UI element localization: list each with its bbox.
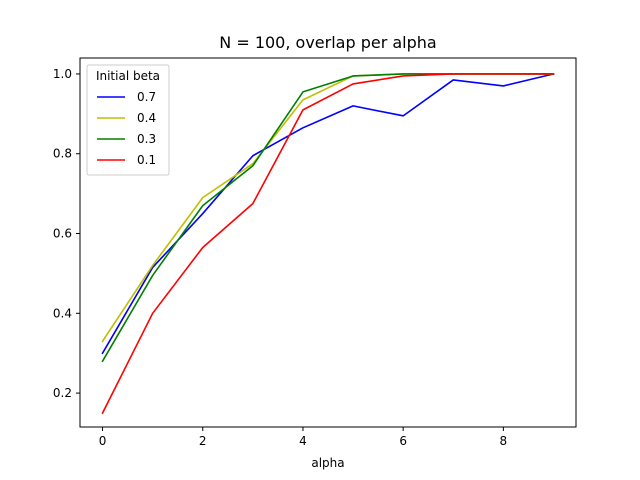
legend-title: Initial beta: [96, 69, 160, 83]
legend-label-3: 0.1: [137, 153, 156, 167]
y-tick-label-1: 0.4: [53, 306, 72, 320]
x-tick-label-3: 6: [399, 434, 407, 448]
legend: Initial beta 0.7 0.4 0.3 0.1: [86, 64, 170, 176]
series-line-0: [101, 72, 555, 355]
y-tick-label-0: 0.2: [53, 386, 72, 400]
x-tick-label-1: 2: [199, 434, 207, 448]
y-tick-label-3: 0.8: [53, 147, 72, 161]
series-layer: [101, 72, 555, 415]
x-axis-label: alpha: [311, 456, 344, 470]
y-tick-label-2: 0.6: [53, 227, 72, 241]
y-tick-label-4: 1.0: [53, 67, 72, 81]
x-tick-label-2: 4: [299, 434, 307, 448]
x-tick-label-4: 8: [500, 434, 508, 448]
chart-title: N = 100, overlap per alpha: [219, 33, 436, 52]
plot-frame: [79, 57, 577, 428]
legend-label-2: 0.3: [137, 132, 156, 146]
legend-frame: [86, 64, 170, 176]
series-line-3: [101, 73, 555, 415]
legend-label-1: 0.4: [137, 111, 156, 125]
ticks-layer: 0 2 4 6 8 0.2 0.4 0.6 0.8 1.0: [53, 67, 507, 448]
series-line-1: [101, 73, 555, 343]
x-tick-label-0: 0: [99, 434, 107, 448]
legend-label-0: 0.7: [137, 90, 156, 104]
